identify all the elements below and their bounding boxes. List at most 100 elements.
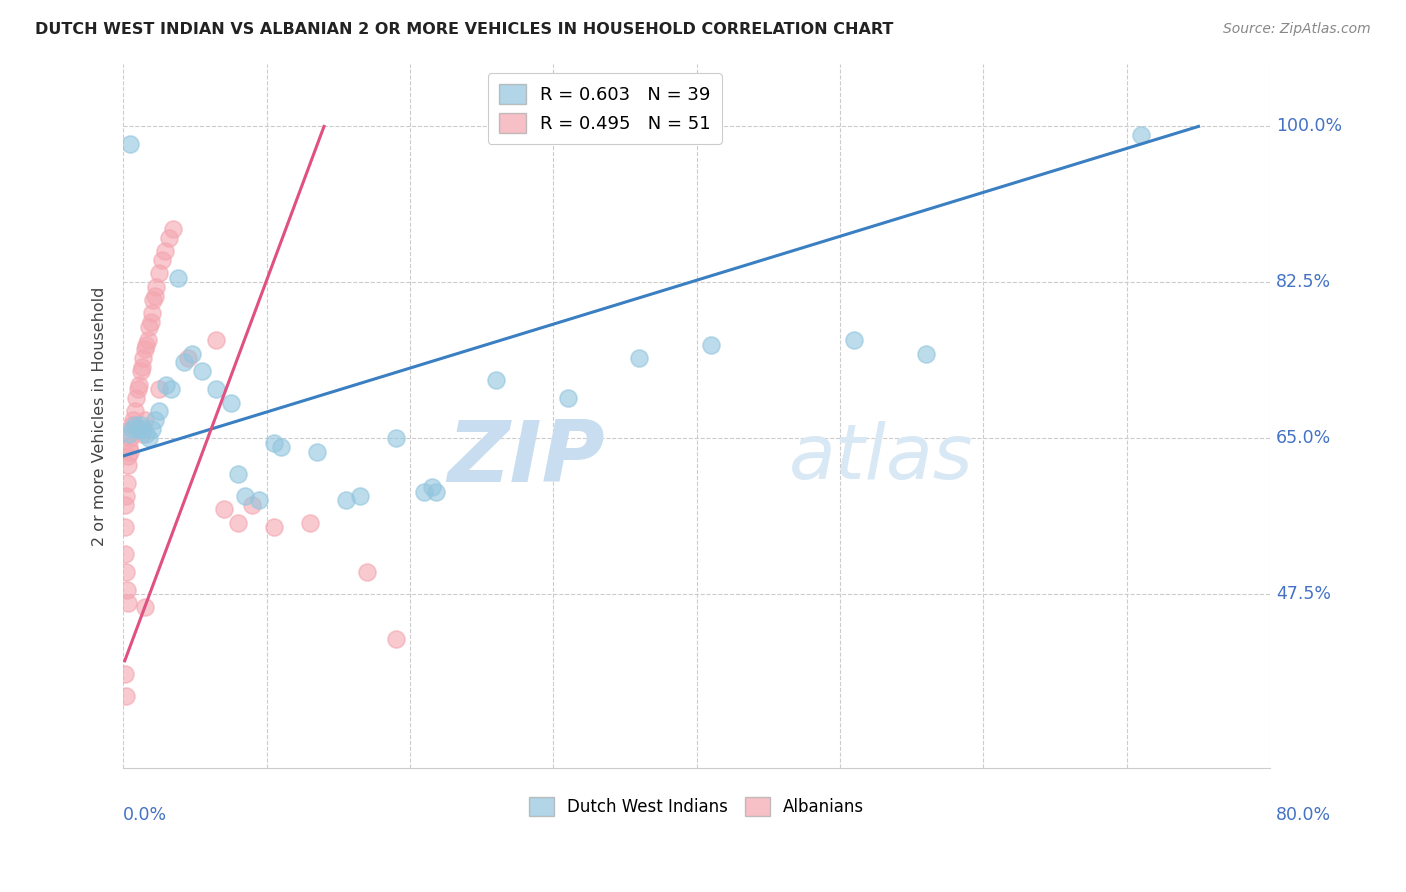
Point	[117, 449, 139, 463]
Point	[155, 377, 177, 392]
Point	[134, 600, 156, 615]
Point	[122, 413, 145, 427]
Point	[226, 467, 249, 481]
Text: atlas: atlas	[789, 421, 973, 495]
Point	[335, 493, 357, 508]
Point	[117, 596, 139, 610]
Point	[138, 431, 160, 445]
Text: 65.0%: 65.0%	[1277, 429, 1331, 447]
Y-axis label: 2 or more Vehicles in Household: 2 or more Vehicles in Household	[93, 286, 107, 546]
Point	[700, 337, 723, 351]
Point	[191, 364, 214, 378]
Point	[240, 498, 263, 512]
Point	[124, 417, 146, 432]
Text: ZIP: ZIP	[447, 417, 605, 500]
Text: 47.5%: 47.5%	[1277, 585, 1331, 603]
Point	[131, 426, 153, 441]
Point	[132, 351, 155, 365]
Point	[162, 222, 184, 236]
Point	[115, 582, 138, 597]
Point	[121, 417, 143, 432]
Point	[134, 342, 156, 356]
Point	[420, 480, 443, 494]
Point	[915, 346, 938, 360]
Point	[425, 484, 447, 499]
Point	[135, 337, 157, 351]
Point	[127, 382, 149, 396]
Point	[205, 382, 228, 396]
Point	[125, 391, 148, 405]
Point	[129, 364, 152, 378]
Point	[263, 520, 285, 534]
Point	[413, 484, 436, 499]
Point	[356, 565, 378, 579]
Point	[115, 690, 138, 704]
Point	[120, 431, 142, 445]
Point	[233, 489, 256, 503]
Point	[132, 422, 155, 436]
Point	[145, 279, 167, 293]
Point	[249, 493, 271, 508]
Point	[212, 502, 235, 516]
Point	[121, 422, 143, 436]
Point	[159, 382, 181, 396]
Point	[173, 355, 195, 369]
Point	[142, 293, 165, 307]
Text: 0.0%: 0.0%	[124, 806, 167, 824]
Point	[129, 417, 152, 432]
Point	[148, 266, 170, 280]
Point	[141, 306, 163, 320]
Point	[118, 426, 141, 441]
Point	[135, 426, 157, 441]
Point	[148, 382, 170, 396]
Point	[181, 346, 204, 360]
Point	[124, 404, 146, 418]
Point	[205, 333, 228, 347]
Point	[114, 547, 136, 561]
Point	[1130, 128, 1153, 143]
Point	[134, 413, 156, 427]
Point	[114, 667, 136, 681]
Point	[141, 422, 163, 436]
Point	[114, 520, 136, 534]
Point	[114, 498, 136, 512]
Text: Source: ZipAtlas.com: Source: ZipAtlas.com	[1223, 22, 1371, 37]
Point	[557, 391, 579, 405]
Point	[117, 458, 139, 472]
Point	[115, 489, 138, 503]
Point	[143, 413, 166, 427]
Point	[166, 270, 188, 285]
Point	[298, 516, 321, 530]
Point	[226, 516, 249, 530]
Text: 100.0%: 100.0%	[1277, 118, 1343, 136]
Text: DUTCH WEST INDIAN VS ALBANIAN 2 OR MORE VEHICLES IN HOUSEHOLD CORRELATION CHART: DUTCH WEST INDIAN VS ALBANIAN 2 OR MORE …	[35, 22, 894, 37]
Point	[844, 333, 866, 347]
Point	[263, 435, 285, 450]
Legend: Dutch West Indians, Albanians: Dutch West Indians, Albanians	[523, 790, 872, 822]
Point	[128, 377, 150, 392]
Point	[115, 565, 138, 579]
Point	[115, 475, 138, 490]
Point	[384, 431, 406, 445]
Point	[118, 444, 141, 458]
Point	[120, 137, 142, 152]
Point	[118, 440, 141, 454]
Point	[349, 489, 371, 503]
Point	[384, 632, 406, 646]
Point	[150, 252, 173, 267]
Text: 80.0%: 80.0%	[1277, 806, 1331, 824]
Point	[143, 288, 166, 302]
Point	[131, 359, 153, 374]
Point	[628, 351, 651, 365]
Point	[153, 244, 176, 259]
Point	[136, 333, 159, 347]
Point	[148, 404, 170, 418]
Text: 82.5%: 82.5%	[1277, 273, 1331, 292]
Point	[157, 231, 180, 245]
Point	[485, 373, 508, 387]
Point	[177, 351, 200, 365]
Point	[270, 440, 292, 454]
Point	[139, 315, 162, 329]
Point	[138, 319, 160, 334]
Point	[219, 395, 242, 409]
